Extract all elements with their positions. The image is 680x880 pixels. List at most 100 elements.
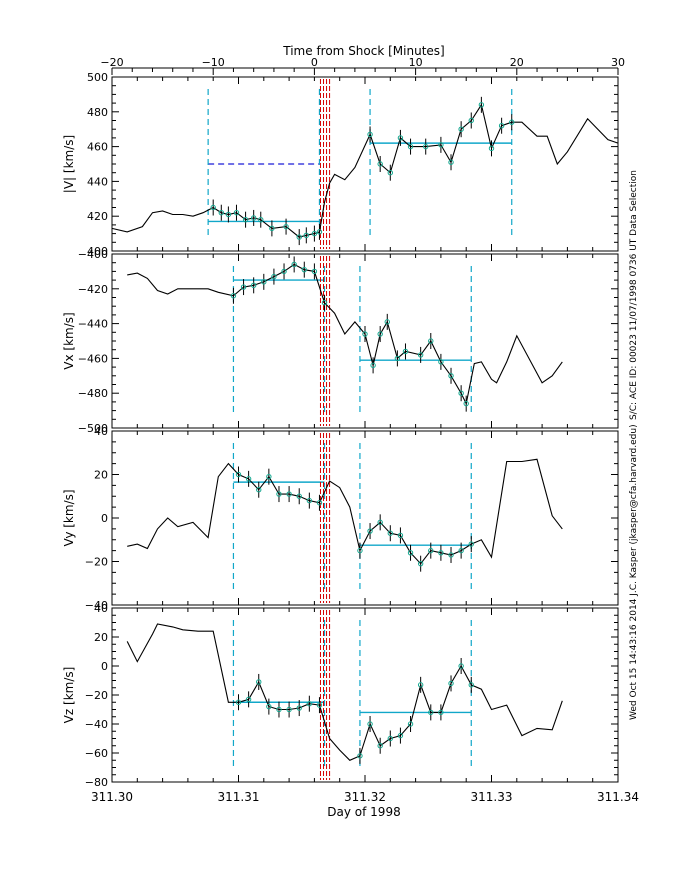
y-tick-label: −420 bbox=[78, 283, 108, 296]
y-tick-label: 20 bbox=[94, 469, 108, 482]
data-point bbox=[256, 679, 262, 685]
panel-frame bbox=[111, 607, 619, 783]
data-point bbox=[458, 390, 464, 396]
data-point bbox=[240, 284, 247, 290]
panel-2: −500 −480 −460 −440 −420 −400 Vx [km/s] bbox=[62, 248, 619, 435]
data-point bbox=[256, 487, 262, 493]
y-tick-label: 40 bbox=[94, 602, 108, 615]
data-point bbox=[402, 348, 409, 355]
data-point bbox=[311, 230, 318, 237]
data-point bbox=[230, 293, 237, 299]
y-tick-label: −60 bbox=[85, 747, 108, 760]
data-point bbox=[286, 491, 292, 497]
data-point bbox=[488, 145, 495, 152]
top-axis-title: Time from Shock [Minutes] bbox=[282, 44, 444, 58]
series-line bbox=[127, 263, 563, 406]
data-point bbox=[438, 550, 444, 556]
data-point bbox=[463, 400, 469, 407]
y-tick-label: −80 bbox=[85, 776, 108, 789]
data-point bbox=[301, 266, 307, 273]
data-point bbox=[438, 709, 444, 716]
data-point bbox=[316, 500, 323, 506]
y-tick-label: −20 bbox=[85, 689, 108, 702]
data-point bbox=[210, 204, 216, 211]
y-tick-label: −440 bbox=[78, 318, 108, 331]
y-tick-label: 20 bbox=[94, 631, 108, 644]
data-point bbox=[428, 709, 434, 716]
top-axis-tick-label: 20 bbox=[510, 56, 524, 69]
data-point bbox=[266, 473, 272, 480]
data-point bbox=[417, 560, 424, 567]
data-point bbox=[448, 552, 454, 558]
data-point bbox=[266, 703, 272, 710]
data-point bbox=[387, 530, 393, 536]
data-point bbox=[281, 268, 287, 275]
data-point bbox=[423, 143, 429, 150]
bottom-axis-tick-label: 311.33 bbox=[471, 790, 513, 804]
top-axis-tick-label: −10 bbox=[202, 56, 225, 69]
data-point bbox=[250, 215, 257, 221]
data-point bbox=[367, 721, 373, 727]
data-point bbox=[276, 706, 282, 713]
data-point bbox=[448, 159, 454, 165]
y-tick-label: 400 bbox=[87, 245, 108, 258]
data-point bbox=[269, 225, 275, 232]
series-line bbox=[127, 458, 563, 565]
data-point bbox=[407, 721, 414, 727]
data-point bbox=[468, 682, 474, 688]
data-point bbox=[362, 331, 368, 337]
data-point bbox=[367, 528, 373, 534]
bottom-axis-tick-label: 311.31 bbox=[218, 790, 260, 804]
data-point bbox=[225, 211, 232, 218]
data-point bbox=[458, 663, 464, 669]
data-point bbox=[276, 491, 282, 497]
data-point bbox=[407, 143, 414, 150]
data-point bbox=[407, 550, 414, 556]
data-point bbox=[291, 261, 297, 268]
y-tick-label: 480 bbox=[87, 106, 108, 119]
data-point bbox=[438, 142, 444, 148]
data-point bbox=[245, 476, 252, 482]
data-point bbox=[235, 699, 242, 705]
y-tick-label: 0 bbox=[101, 660, 108, 673]
data-point bbox=[296, 234, 302, 240]
bottom-axis-tick-label: 311.34 bbox=[597, 790, 639, 804]
data-point bbox=[306, 701, 313, 707]
data-point bbox=[316, 229, 323, 235]
data-point bbox=[367, 131, 373, 138]
data-point bbox=[397, 532, 404, 539]
y-tick-label: −40 bbox=[85, 718, 108, 731]
y-tick-label: 420 bbox=[87, 210, 108, 223]
bottom-axis-tick-label: 311.32 bbox=[344, 790, 386, 804]
data-point bbox=[397, 135, 404, 141]
data-point bbox=[458, 126, 464, 132]
top-axis: −20 −10 0 10 20 30 bbox=[100, 56, 625, 75]
data-point bbox=[428, 338, 434, 344]
data-point bbox=[311, 268, 318, 275]
data-point bbox=[448, 373, 454, 379]
y-tick-label: −500 bbox=[78, 422, 108, 435]
top-axis-tick-label: 10 bbox=[409, 56, 423, 69]
data-point bbox=[235, 471, 242, 478]
data-point bbox=[377, 743, 383, 749]
top-axis-tick-label: 30 bbox=[611, 56, 625, 69]
data-point bbox=[448, 680, 454, 687]
data-point bbox=[250, 282, 257, 289]
data-point bbox=[283, 223, 289, 230]
y-tick-label: −40 bbox=[85, 599, 108, 612]
top-axis-tick-label: 0 bbox=[311, 56, 318, 69]
y-tick-label: −400 bbox=[78, 248, 108, 261]
data-point bbox=[296, 705, 302, 711]
y-tick-label: 40 bbox=[94, 425, 108, 438]
data-point bbox=[245, 696, 252, 703]
data-point bbox=[306, 497, 313, 504]
bottom-axis-tick-label: 311.30 bbox=[91, 790, 133, 804]
data-point bbox=[258, 216, 264, 223]
data-point bbox=[387, 735, 393, 742]
data-point bbox=[377, 519, 383, 526]
data-point bbox=[261, 279, 267, 285]
data-point bbox=[458, 547, 464, 554]
data-point bbox=[357, 753, 363, 759]
